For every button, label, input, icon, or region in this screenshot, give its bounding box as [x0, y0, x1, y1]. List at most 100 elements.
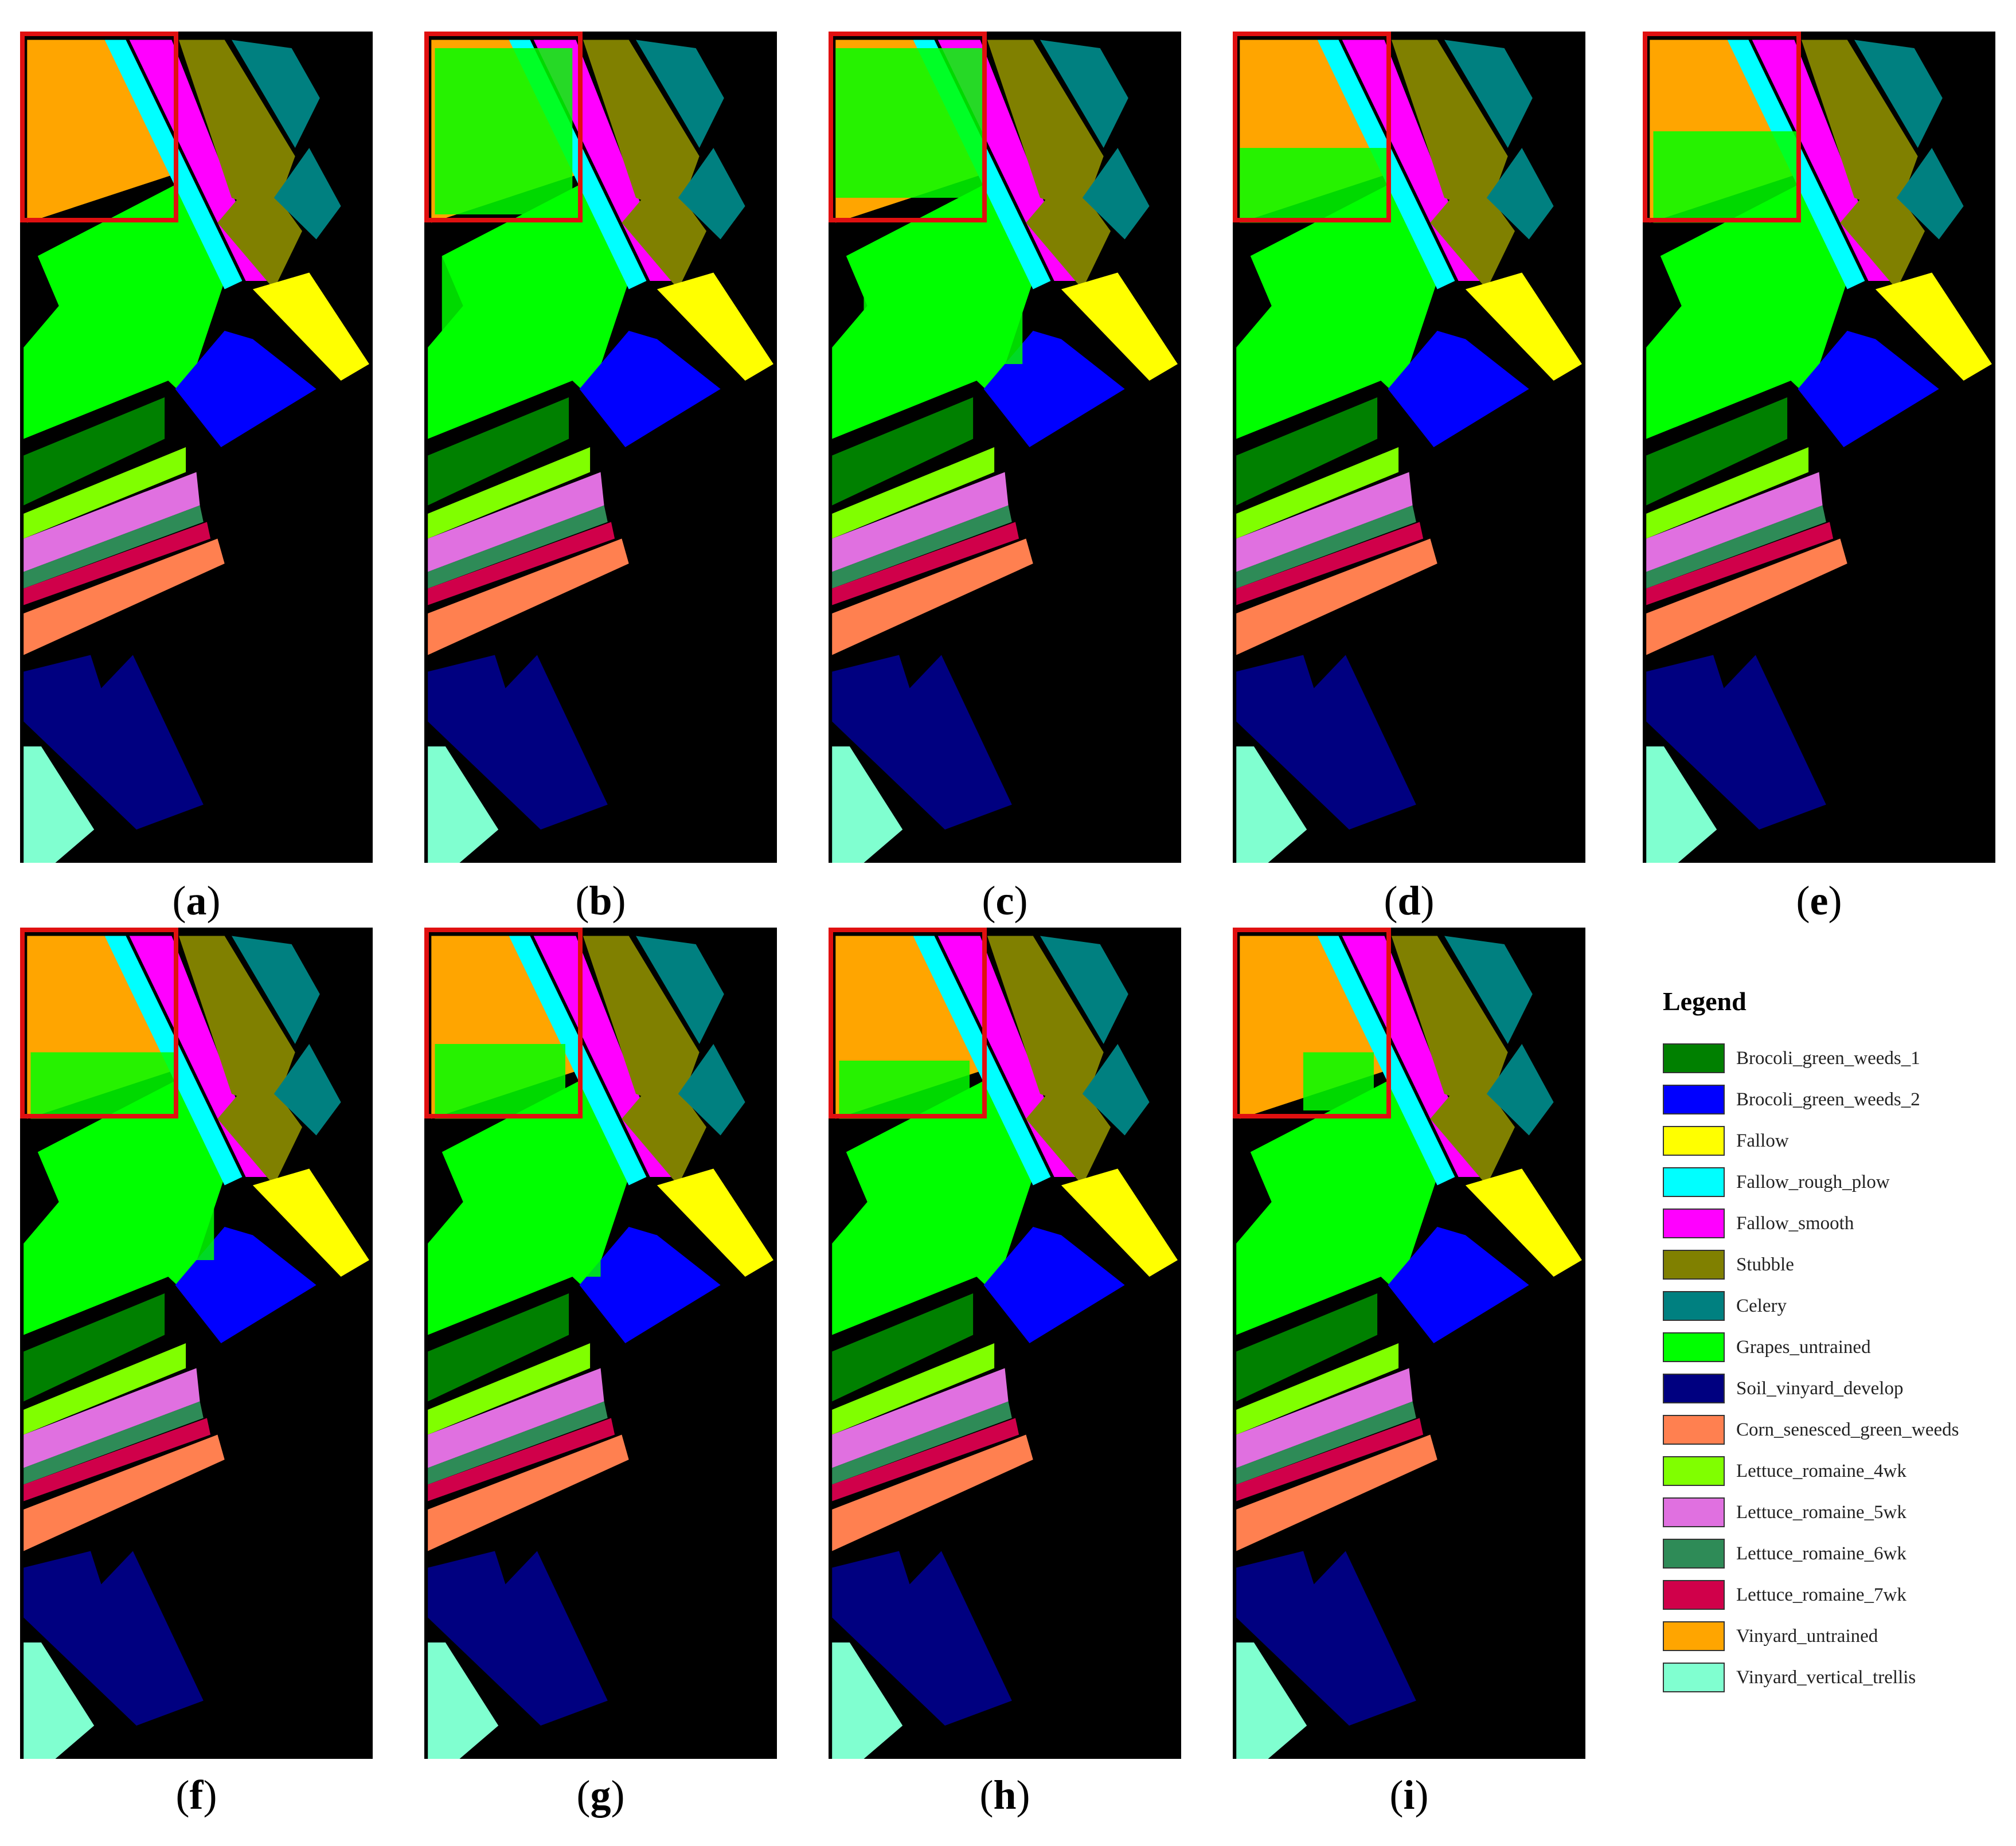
legend-label: Fallow [1736, 1131, 1789, 1151]
field-lettuce-romaine-6wk [832, 1401, 1012, 1485]
misclassified-patch [864, 281, 1023, 364]
field-lettuce-romaine-5wk [832, 1368, 1009, 1468]
field-lettuce-romaine-7wk [832, 1418, 1019, 1501]
field-lettuce-romaine-5wk [1236, 1368, 1413, 1468]
field-celery [1082, 1044, 1150, 1136]
field-stubble [987, 40, 1104, 214]
legend-swatch [1663, 1497, 1725, 1527]
field-fallow-rough-plow [913, 936, 1051, 1186]
field-fallow-rough-plow [1317, 936, 1455, 1186]
field-celery [232, 936, 320, 1044]
misclassified-patch [126, 1194, 214, 1260]
field-corn-senesced-green-weeds [1236, 1434, 1437, 1551]
field-fallow-rough-plow [509, 936, 647, 1186]
classification-map-a [20, 32, 373, 863]
field-grapes-untrained [832, 1077, 1033, 1335]
legend-label: Fallow_smooth [1736, 1213, 1854, 1234]
map-canvas [829, 32, 1181, 863]
panel-caption-d: (d) [1384, 878, 1435, 924]
legend-label: Lettuce_romaine_5wk [1736, 1502, 1906, 1523]
field-celery [1444, 40, 1533, 148]
classification-map-g [424, 928, 777, 1759]
field-lettuce-romaine-6wk [832, 505, 1012, 589]
field-fallow [657, 1168, 773, 1277]
field-lettuce-romaine-4wk [24, 447, 186, 539]
map-canvas [20, 928, 373, 1759]
legend-swatch [1663, 1580, 1725, 1610]
field-lettuce-romaine-7wk [1646, 522, 1834, 605]
misclassified-patch [1303, 1052, 1374, 1110]
field-soil-vinyard-develop [1236, 1551, 1416, 1726]
field-lettuce-romaine-4wk [1646, 447, 1809, 539]
field-lettuce-romaine-5wk [1646, 472, 1823, 572]
field-stubble [583, 40, 700, 214]
legend-label: Celery [1736, 1296, 1787, 1316]
misclassified-patch [1766, 281, 1819, 364]
field-brocoli-green-weeds-2 [1388, 1227, 1529, 1343]
legend-swatch [1663, 1456, 1725, 1486]
field-lettuce-romaine-5wk [428, 1368, 604, 1468]
classification-map-c [829, 32, 1181, 863]
field-brocoli-green-weeds-2 [983, 1227, 1125, 1343]
field-celery [1486, 148, 1554, 240]
field-brocoli-green-weeds-2 [1388, 331, 1529, 447]
highlight-box [1643, 32, 1801, 222]
field-soil-vinyard-develop [24, 1551, 204, 1726]
misclassified-patch [435, 48, 573, 214]
legend-label: Brocoli_green_weeds_1 [1736, 1048, 1920, 1069]
map-canvas [20, 32, 373, 863]
misclassified-patch [835, 48, 984, 198]
field-lettuce-romaine-5wk [1236, 472, 1413, 572]
field-celery [1040, 40, 1128, 148]
misclassified-patch [530, 1210, 601, 1277]
field-vinyard-vertical-trellis [428, 746, 499, 863]
classification-map-d [1233, 32, 1585, 863]
legend-swatch [1663, 1621, 1725, 1651]
field-corn-senesced-green-weeds [832, 1434, 1033, 1551]
field-lettuce-romaine-5wk [832, 472, 1009, 572]
field-stubble [178, 40, 295, 214]
field-lettuce-romaine-6wk [428, 505, 608, 589]
field-celery [1486, 1044, 1554, 1136]
field-celery [232, 40, 320, 148]
field-vinyard-vertical-trellis [24, 746, 95, 863]
map-canvas [1643, 32, 1995, 863]
field-brocoli-green-weeds-2 [1798, 331, 1939, 447]
field-lettuce-romaine-7wk [428, 1418, 615, 1501]
highlight-box [1233, 32, 1391, 222]
panel-caption-letter: g [590, 1772, 611, 1818]
highlight-box [424, 32, 583, 222]
field-fallow [252, 272, 369, 381]
field-lettuce-romaine-7wk [428, 522, 615, 605]
field-brocoli-green-weeds-2 [175, 331, 317, 447]
classification-map-i [1233, 928, 1585, 1759]
field-soil-vinyard-develop [1236, 655, 1416, 830]
misclassified-patch [435, 1044, 565, 1119]
field-stubble [583, 936, 700, 1110]
field-fallow [1465, 1168, 1582, 1277]
legend-label: Grapes_untrained [1736, 1337, 1871, 1358]
legend-label: Lettuce_romaine_6wk [1736, 1543, 1906, 1564]
legend-label: Vinyard_vertical_trellis [1736, 1667, 1916, 1688]
panel-caption-e: (e) [1796, 878, 1842, 924]
panel-caption-a: (a) [172, 878, 221, 924]
field-fallow [1875, 272, 1992, 381]
field-brocoli-green-weeds-1 [1236, 1293, 1378, 1402]
field-lettuce-romaine-7wk [24, 1418, 211, 1501]
highlight-box [1233, 928, 1391, 1118]
panel-caption-c: (c) [982, 878, 1028, 924]
field-fallow [1465, 272, 1582, 381]
field-lettuce-romaine-4wk [832, 1343, 995, 1435]
field-brocoli-green-weeds-1 [24, 397, 165, 506]
misclassified-patch [30, 1052, 175, 1119]
map-canvas [424, 928, 777, 1759]
field-fallow [252, 1168, 369, 1277]
highlight-box [20, 928, 178, 1118]
map-canvas [424, 32, 777, 863]
field-brocoli-green-weeds-1 [24, 1293, 165, 1402]
field-vinyard-untrained [27, 40, 179, 223]
highlight-box [829, 928, 987, 1118]
legend-label: Lettuce_romaine_4wk [1736, 1461, 1906, 1481]
field-lettuce-romaine-5wk [428, 472, 604, 572]
field-grapes-untrained [24, 181, 225, 439]
